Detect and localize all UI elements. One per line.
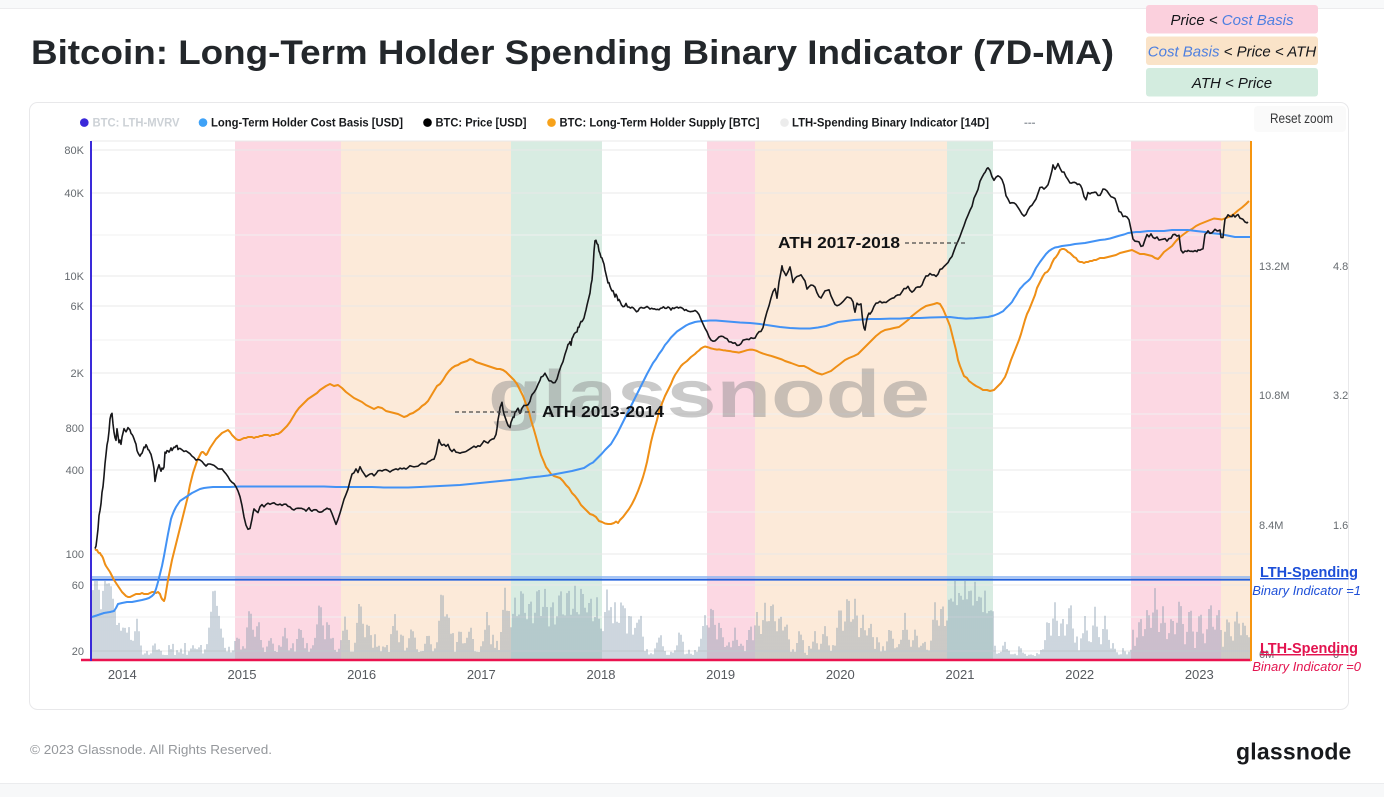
svg-text:6M: 6M <box>1259 649 1274 661</box>
svg-text:Binary Indicator =0: Binary Indicator =0 <box>1252 659 1362 674</box>
svg-text:6K: 6K <box>71 301 85 313</box>
svg-text:Cost Basis < Price < ATH: Cost Basis < Price < ATH <box>1148 44 1317 61</box>
svg-text:10.8M: 10.8M <box>1259 390 1290 402</box>
svg-text:Reset zoom: Reset zoom <box>1270 111 1333 126</box>
svg-text:2018: 2018 <box>587 667 616 682</box>
svg-text:2017: 2017 <box>467 667 496 682</box>
svg-text:Bitcoin: Long-Term Holder Spen: Bitcoin: Long-Term Holder Spending Binar… <box>31 34 1114 72</box>
svg-text:2022: 2022 <box>1065 667 1094 682</box>
svg-text:80K: 80K <box>64 145 84 157</box>
svg-text:Binary Indicator =1: Binary Indicator =1 <box>1252 583 1361 598</box>
svg-text:13.2M: 13.2M <box>1259 261 1290 273</box>
svg-text:2020: 2020 <box>826 667 855 682</box>
svg-text:1.6: 1.6 <box>1333 520 1348 532</box>
svg-text:2019: 2019 <box>706 667 735 682</box>
svg-text:BTC: Long-Term Holder Supply [: BTC: Long-Term Holder Supply [BTC] <box>560 118 760 130</box>
svg-text:LTH-Spending Binary Indicator: LTH-Spending Binary Indicator [14D] <box>792 118 989 130</box>
svg-text:LTH-Spending: LTH-Spending <box>1260 565 1358 581</box>
svg-text:10K: 10K <box>64 271 84 283</box>
svg-text:800: 800 <box>66 423 84 435</box>
svg-text:20: 20 <box>72 646 84 658</box>
svg-text:---: --- <box>1024 118 1036 130</box>
svg-text:4.8: 4.8 <box>1333 261 1348 273</box>
svg-text:40K: 40K <box>64 188 84 200</box>
svg-text:glassnode: glassnode <box>1236 739 1352 765</box>
svg-text:2016: 2016 <box>347 667 376 682</box>
svg-text:BTC: LTH-MVRV: BTC: LTH-MVRV <box>93 118 180 130</box>
svg-text:8.4M: 8.4M <box>1259 520 1283 532</box>
svg-text:400: 400 <box>66 465 84 477</box>
svg-text:2021: 2021 <box>946 667 975 682</box>
svg-text:ATH 2017-2018: ATH 2017-2018 <box>778 235 900 252</box>
svg-text:Long-Term Holder Cost Basis [U: Long-Term Holder Cost Basis [USD] <box>211 118 403 130</box>
svg-text:ATH 2013-2014: ATH 2013-2014 <box>542 404 664 421</box>
svg-text:60: 60 <box>72 580 84 592</box>
svg-text:LTH-Spending: LTH-Spending <box>1260 641 1358 657</box>
svg-text:3.2: 3.2 <box>1333 390 1348 402</box>
svg-text:glassnode: glassnode <box>488 357 930 432</box>
svg-text:100: 100 <box>66 549 84 561</box>
svg-text:2014: 2014 <box>108 667 137 682</box>
svg-text:2015: 2015 <box>228 667 257 682</box>
svg-text:2023: 2023 <box>1185 667 1214 682</box>
svg-text:ATH < Price: ATH < Price <box>1191 75 1272 92</box>
svg-text:© 2023 Glassnode. All Rights R: © 2023 Glassnode. All Rights Reserved. <box>30 743 272 757</box>
svg-text:0: 0 <box>1333 649 1339 661</box>
svg-text:BTC: Price [USD]: BTC: Price [USD] <box>436 118 527 130</box>
svg-text:2K: 2K <box>71 368 85 380</box>
svg-text:Price < Cost Basis: Price < Cost Basis <box>1171 12 1294 29</box>
